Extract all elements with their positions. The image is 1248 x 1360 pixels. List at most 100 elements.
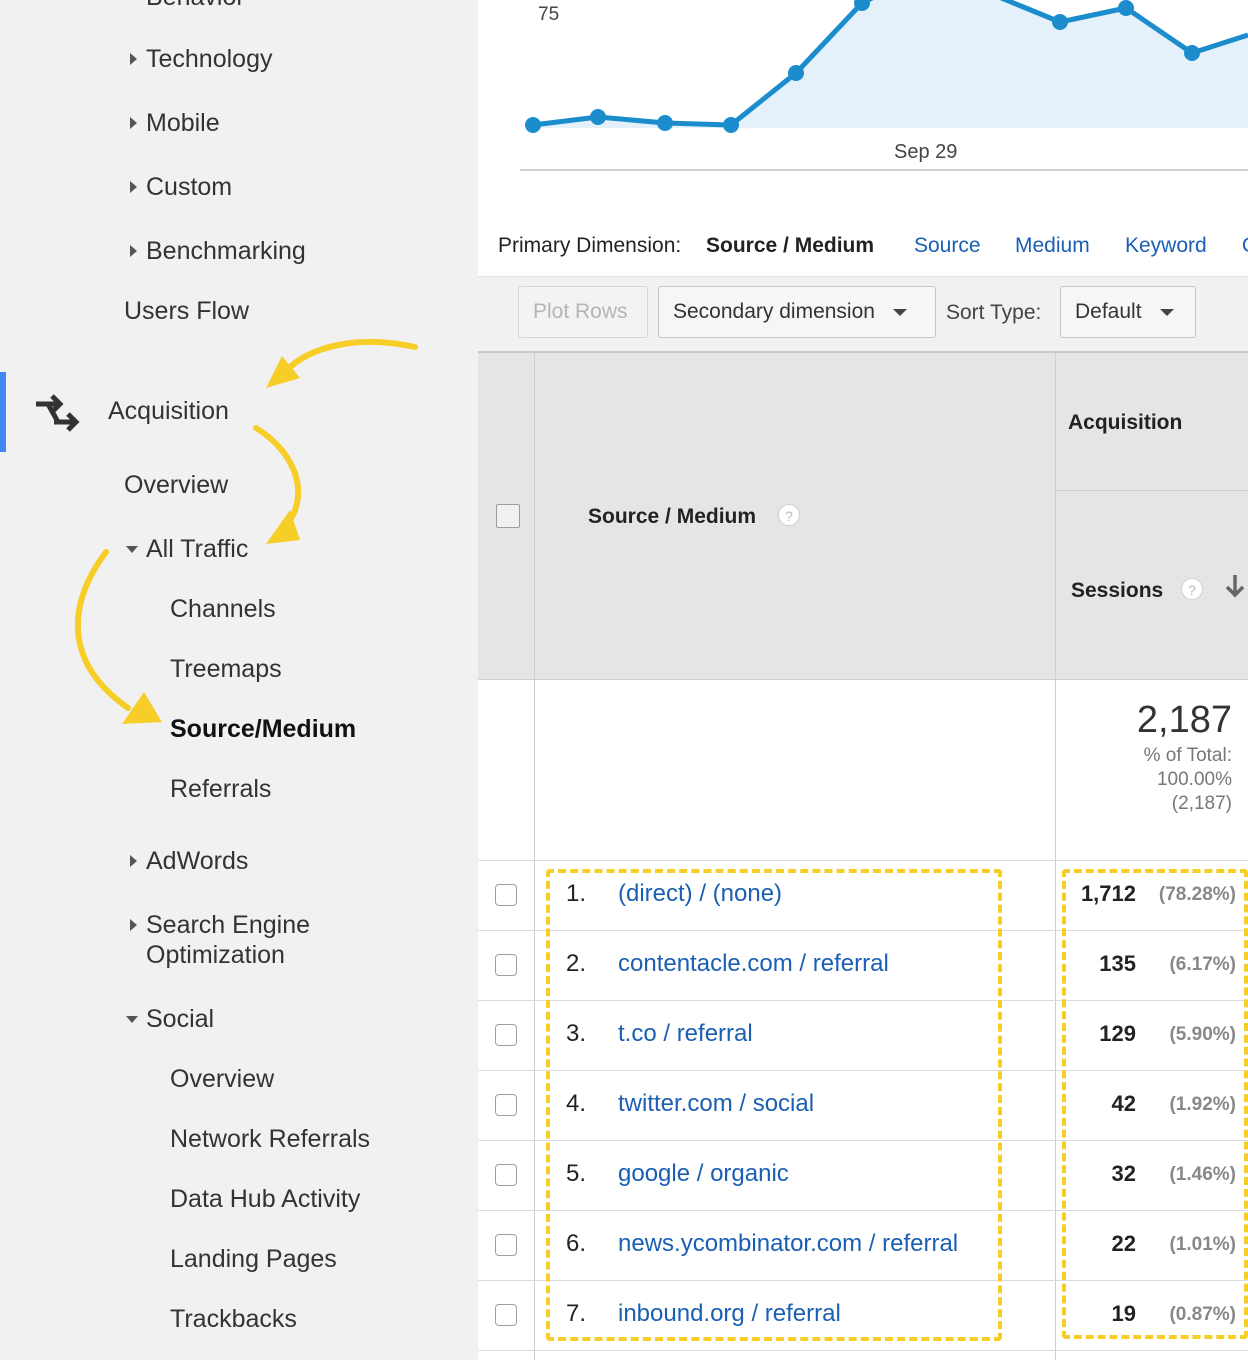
sidebar-item-technology[interactable]: Technology — [146, 45, 273, 73]
sidebar: Behavior Technology Mobile Custom Benchm… — [0, 0, 478, 1360]
row-sessions: 42 — [1111, 1091, 1136, 1116]
sidebar-item-seo-line2[interactable]: Optimization — [146, 941, 285, 969]
row-checkbox[interactable] — [495, 1094, 517, 1116]
sidebar-item-social[interactable]: Social — [146, 1005, 215, 1033]
row-source-link[interactable]: inbound.org / referral — [618, 1300, 841, 1327]
divider — [478, 1070, 1248, 1071]
row-checkbox[interactable] — [495, 1234, 517, 1256]
dimension-link-keyword[interactable]: Keyword — [1125, 234, 1207, 257]
row-sessions-pct: (6.17%) — [1169, 954, 1236, 975]
chart-point — [788, 65, 804, 81]
sidebar-item-users-flow[interactable]: Users Flow — [124, 297, 250, 325]
annotation-arrowhead — [122, 692, 162, 724]
column-header-source-medium[interactable]: Source / Medium — [588, 505, 757, 528]
highlight-box-sources — [546, 869, 1002, 1341]
row-source-link[interactable]: news.ycombinator.com / referral — [618, 1230, 959, 1257]
row-sessions-pct: (78.28%) — [1158, 884, 1236, 905]
sidebar-item-all-traffic[interactable]: All Traffic — [146, 535, 249, 563]
chart-point — [1118, 0, 1134, 16]
sidebar-item-landing-pages[interactable]: Landing Pages — [170, 1245, 337, 1273]
expand-arrow-icon[interactable] — [130, 919, 137, 931]
total-pct-value: 100.00% — [1156, 769, 1232, 790]
row-number: 1. — [566, 880, 587, 907]
sidebar-item-treemaps[interactable]: Treemaps — [170, 655, 282, 683]
sidebar-item-acquisition[interactable]: Acquisition — [108, 397, 229, 425]
column-group-acquisition: Acquisition — [1068, 411, 1183, 434]
chart-point — [590, 109, 606, 125]
sidebar-item-behavior[interactable]: Behavior — [146, 0, 245, 12]
total-pct-abs: (2,187) — [1171, 793, 1232, 814]
chart-point — [854, 0, 870, 11]
secondary-dimension-dropdown[interactable]: Secondary dimension — [658, 286, 936, 338]
sidebar-item-adwords[interactable]: AdWords — [146, 847, 249, 875]
help-icon[interactable]: ? — [778, 504, 800, 526]
row-sessions-pct: (1.01%) — [1169, 1234, 1236, 1255]
row-number: 2. — [566, 950, 587, 977]
total-pct-label: % of Total: — [1143, 745, 1232, 766]
sidebar-item-overview[interactable]: Overview — [124, 471, 229, 499]
dimension-link-source[interactable]: Source — [914, 234, 981, 257]
chart-point — [1184, 45, 1200, 61]
sidebar-item-benchmarking[interactable]: Benchmarking — [146, 237, 306, 265]
row-source-link[interactable]: t.co / referral — [618, 1020, 753, 1047]
row-checkbox[interactable] — [495, 884, 517, 906]
dimension-link-medium[interactable]: Medium — [1015, 234, 1090, 257]
sidebar-item-trackbacks[interactable]: Trackbacks — [170, 1305, 297, 1333]
highlight-box-sessions — [1062, 869, 1248, 1339]
chart-point — [1052, 14, 1068, 30]
chevron-down-icon — [1159, 308, 1174, 316]
annotation-arrowhead — [266, 510, 300, 544]
collapse-arrow-icon[interactable] — [126, 546, 138, 553]
row-checkbox[interactable] — [495, 1164, 517, 1186]
sidebar-item-seo[interactable]: Search Engine — [146, 911, 311, 939]
row-number: 3. — [566, 1020, 587, 1047]
row-number: 6. — [566, 1230, 587, 1257]
row-sessions: 129 — [1099, 1021, 1136, 1046]
row-source-link[interactable]: (direct) / (none) — [618, 880, 783, 907]
primary-dimension-label: Primary Dimension: — [498, 234, 682, 257]
row-source-link[interactable]: google / organic — [618, 1160, 789, 1187]
sort-type-dropdown[interactable]: Default — [1060, 286, 1196, 338]
chart-point — [525, 117, 541, 133]
expand-arrow-icon[interactable] — [130, 117, 137, 129]
row-checkbox[interactable] — [495, 1024, 517, 1046]
row-source-link[interactable]: contentacle.com / referral — [618, 950, 889, 977]
expand-arrow-icon[interactable] — [130, 855, 137, 867]
sort-type-value: Default — [1075, 300, 1142, 323]
sessions-chart: 75 Sep 29 — [520, 0, 1248, 171]
select-all-checkbox[interactable] — [496, 504, 520, 528]
row-sessions-pct: (0.87%) — [1169, 1304, 1236, 1325]
sidebar-item-channels[interactable]: Channels — [170, 595, 276, 623]
row-sessions: 22 — [1111, 1231, 1136, 1256]
expand-arrow-icon[interactable] — [130, 53, 137, 65]
sidebar-item-source-medium[interactable]: Source/Medium — [170, 715, 357, 743]
sort-descending-icon[interactable] — [1224, 573, 1246, 599]
row-number: 5. — [566, 1160, 587, 1187]
divider — [478, 1280, 1248, 1281]
chevron-down-icon — [892, 308, 907, 316]
sidebar-item-referrals[interactable]: Referrals — [170, 775, 272, 803]
row-number: 7. — [566, 1300, 587, 1327]
sidebar-item-network-referrals[interactable]: Network Referrals — [170, 1125, 371, 1153]
row-checkbox[interactable] — [495, 1304, 517, 1326]
data-table: Source / Medium ? Acquisition Sessions ?… — [478, 353, 1248, 1360]
sidebar-item-social-overview[interactable]: Overview — [170, 1065, 275, 1093]
divider — [534, 353, 535, 1360]
row-checkbox[interactable] — [495, 954, 517, 976]
divider — [478, 860, 1248, 861]
sidebar-item-data-hub-activity[interactable]: Data Hub Activity — [170, 1185, 361, 1213]
row-sessions: 19 — [1111, 1301, 1136, 1326]
plot-rows-button[interactable]: Plot Rows — [518, 286, 648, 338]
expand-arrow-icon[interactable] — [130, 181, 137, 193]
help-icon[interactable]: ? — [1181, 578, 1203, 600]
dimension-link-more[interactable]: O — [1242, 234, 1248, 258]
sidebar-item-custom[interactable]: Custom — [146, 173, 233, 201]
divider — [478, 1210, 1248, 1211]
divider — [478, 1350, 1248, 1351]
collapse-arrow-icon[interactable] — [126, 1016, 138, 1023]
primary-dimension-current: Source / Medium — [706, 234, 875, 257]
column-header-sessions[interactable]: Sessions — [1071, 579, 1164, 602]
row-source-link[interactable]: twitter.com / social — [618, 1090, 815, 1117]
expand-arrow-icon[interactable] — [130, 245, 137, 257]
sidebar-item-mobile[interactable]: Mobile — [146, 109, 220, 137]
